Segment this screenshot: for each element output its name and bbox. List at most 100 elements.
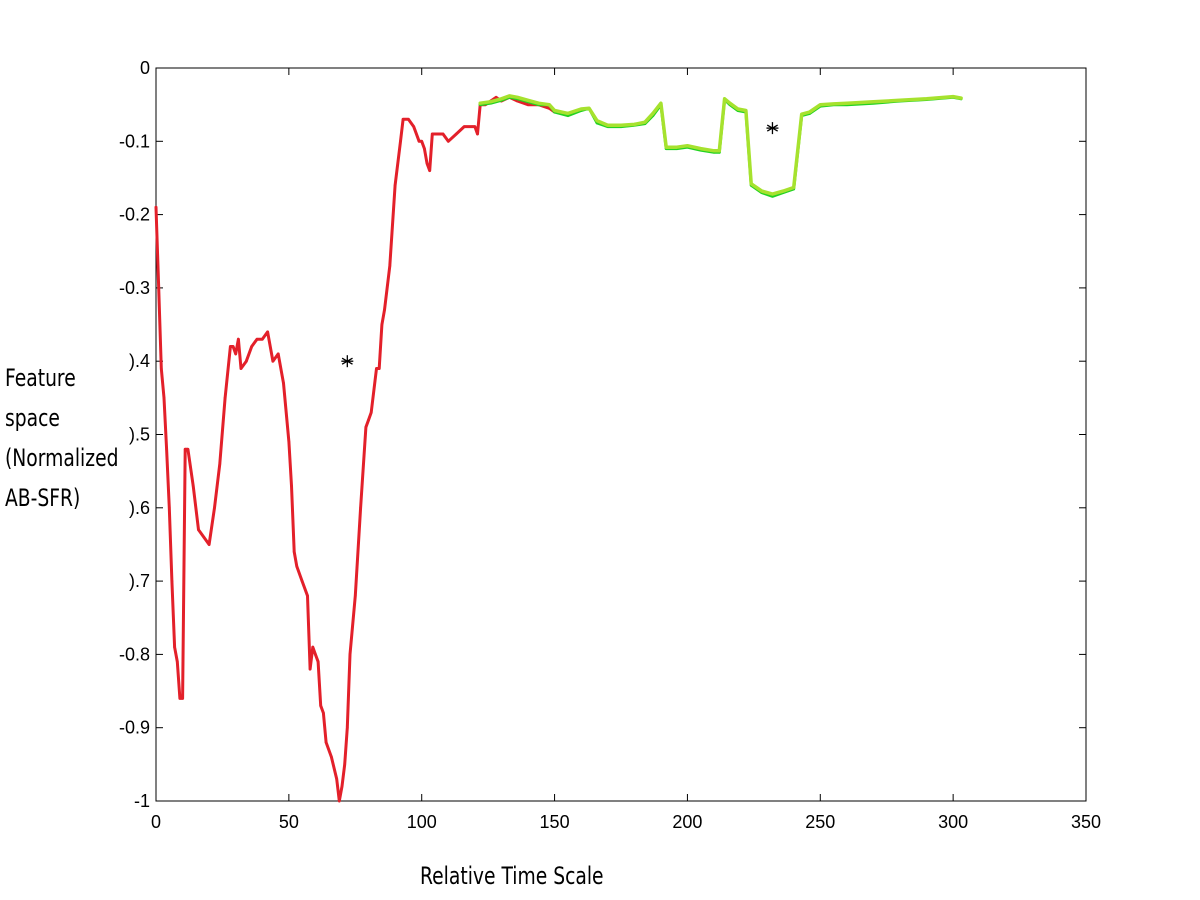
series-point bbox=[619, 123, 623, 127]
series-point bbox=[353, 594, 357, 598]
series-point bbox=[566, 112, 570, 115]
series-point bbox=[489, 100, 493, 104]
series-point bbox=[369, 411, 373, 414]
series-point bbox=[330, 755, 333, 759]
series-point bbox=[178, 697, 182, 700]
series-point bbox=[292, 550, 296, 554]
series-point bbox=[260, 337, 264, 341]
series-point bbox=[431, 132, 434, 136]
series-point bbox=[412, 125, 416, 128]
series-point bbox=[436, 132, 439, 136]
series-point bbox=[718, 149, 721, 153]
series-point bbox=[898, 98, 902, 102]
series-point bbox=[343, 763, 346, 766]
series-point bbox=[792, 186, 796, 189]
series-point bbox=[872, 100, 875, 104]
series-point bbox=[282, 381, 285, 385]
series-point bbox=[553, 109, 556, 112]
series-point bbox=[311, 645, 315, 649]
y-axis-label-line: space bbox=[5, 404, 60, 432]
series-point bbox=[364, 425, 368, 429]
y-tick-label: ).7 bbox=[129, 571, 150, 591]
series-point bbox=[728, 101, 732, 105]
series-point bbox=[186, 447, 190, 451]
series-point bbox=[959, 96, 963, 100]
series-point bbox=[417, 140, 421, 143]
series-point bbox=[423, 147, 426, 150]
series-point bbox=[207, 543, 211, 546]
series-point bbox=[401, 118, 405, 121]
series-point bbox=[526, 98, 530, 102]
series-point bbox=[167, 506, 171, 510]
series-point bbox=[266, 330, 269, 334]
series-point bbox=[380, 323, 384, 326]
series-point bbox=[723, 97, 726, 101]
series-point bbox=[324, 741, 328, 744]
plot-area bbox=[155, 67, 1087, 802]
series-point bbox=[771, 192, 774, 196]
series-point bbox=[547, 103, 551, 106]
series-point bbox=[595, 119, 599, 123]
series-point bbox=[367, 418, 370, 422]
series-point bbox=[808, 110, 811, 114]
series-point bbox=[712, 149, 716, 153]
x-axis-label: Relative Time Scale bbox=[420, 862, 604, 890]
series-point bbox=[441, 132, 445, 136]
series-point bbox=[346, 726, 349, 729]
series-point bbox=[845, 101, 849, 105]
series-point bbox=[175, 660, 179, 664]
series-point bbox=[202, 535, 206, 539]
series-point bbox=[699, 147, 703, 150]
series-point bbox=[420, 140, 424, 143]
series-point bbox=[606, 123, 610, 127]
series-point bbox=[407, 118, 410, 121]
series-point bbox=[157, 286, 160, 290]
series-point bbox=[462, 125, 466, 128]
series-point bbox=[675, 145, 679, 149]
series-point bbox=[377, 367, 381, 370]
series-point bbox=[340, 785, 344, 788]
series-point bbox=[276, 352, 280, 356]
y-tick-label: ).6 bbox=[129, 498, 150, 518]
x-tick-label: 50 bbox=[279, 812, 299, 832]
series-point bbox=[183, 447, 187, 451]
y-axis-label-line: (Normalized bbox=[5, 444, 119, 472]
series-point bbox=[335, 777, 338, 781]
series-point bbox=[191, 484, 195, 488]
y-tick-label: -0.1 bbox=[119, 131, 150, 151]
y-tick-label: -0.9 bbox=[119, 718, 150, 738]
series-point bbox=[587, 107, 591, 110]
series-point bbox=[494, 96, 498, 99]
series-point bbox=[800, 112, 803, 116]
series-point bbox=[446, 140, 450, 143]
series-point bbox=[473, 125, 477, 128]
series-point bbox=[428, 169, 431, 172]
series-point bbox=[579, 107, 583, 111]
series-point bbox=[500, 97, 503, 101]
series-point bbox=[476, 132, 479, 136]
series-point bbox=[508, 94, 511, 98]
series-point bbox=[181, 697, 184, 700]
y-axis-label-line: Feature bbox=[5, 364, 76, 392]
series-point bbox=[643, 120, 647, 124]
series-point bbox=[229, 345, 232, 348]
series-point bbox=[348, 653, 352, 656]
y-tick-label: -0.8 bbox=[119, 644, 150, 664]
y-tick-label: ).5 bbox=[129, 425, 150, 445]
marker-layer bbox=[341, 122, 779, 368]
series-point bbox=[470, 125, 474, 128]
series-point bbox=[170, 579, 174, 583]
series-point bbox=[314, 653, 317, 656]
series-point bbox=[375, 367, 378, 370]
series-point bbox=[255, 337, 259, 341]
x-tick-label: 250 bbox=[805, 812, 835, 832]
x-tick-label: 350 bbox=[1071, 812, 1101, 832]
series-point bbox=[316, 660, 320, 664]
x-tick-label: 300 bbox=[938, 812, 968, 832]
series-point bbox=[160, 367, 163, 370]
series-point bbox=[632, 123, 636, 126]
x-tick-label: 100 bbox=[407, 812, 437, 832]
series-point bbox=[526, 103, 530, 106]
series-point bbox=[271, 359, 275, 363]
series-point bbox=[154, 205, 158, 209]
